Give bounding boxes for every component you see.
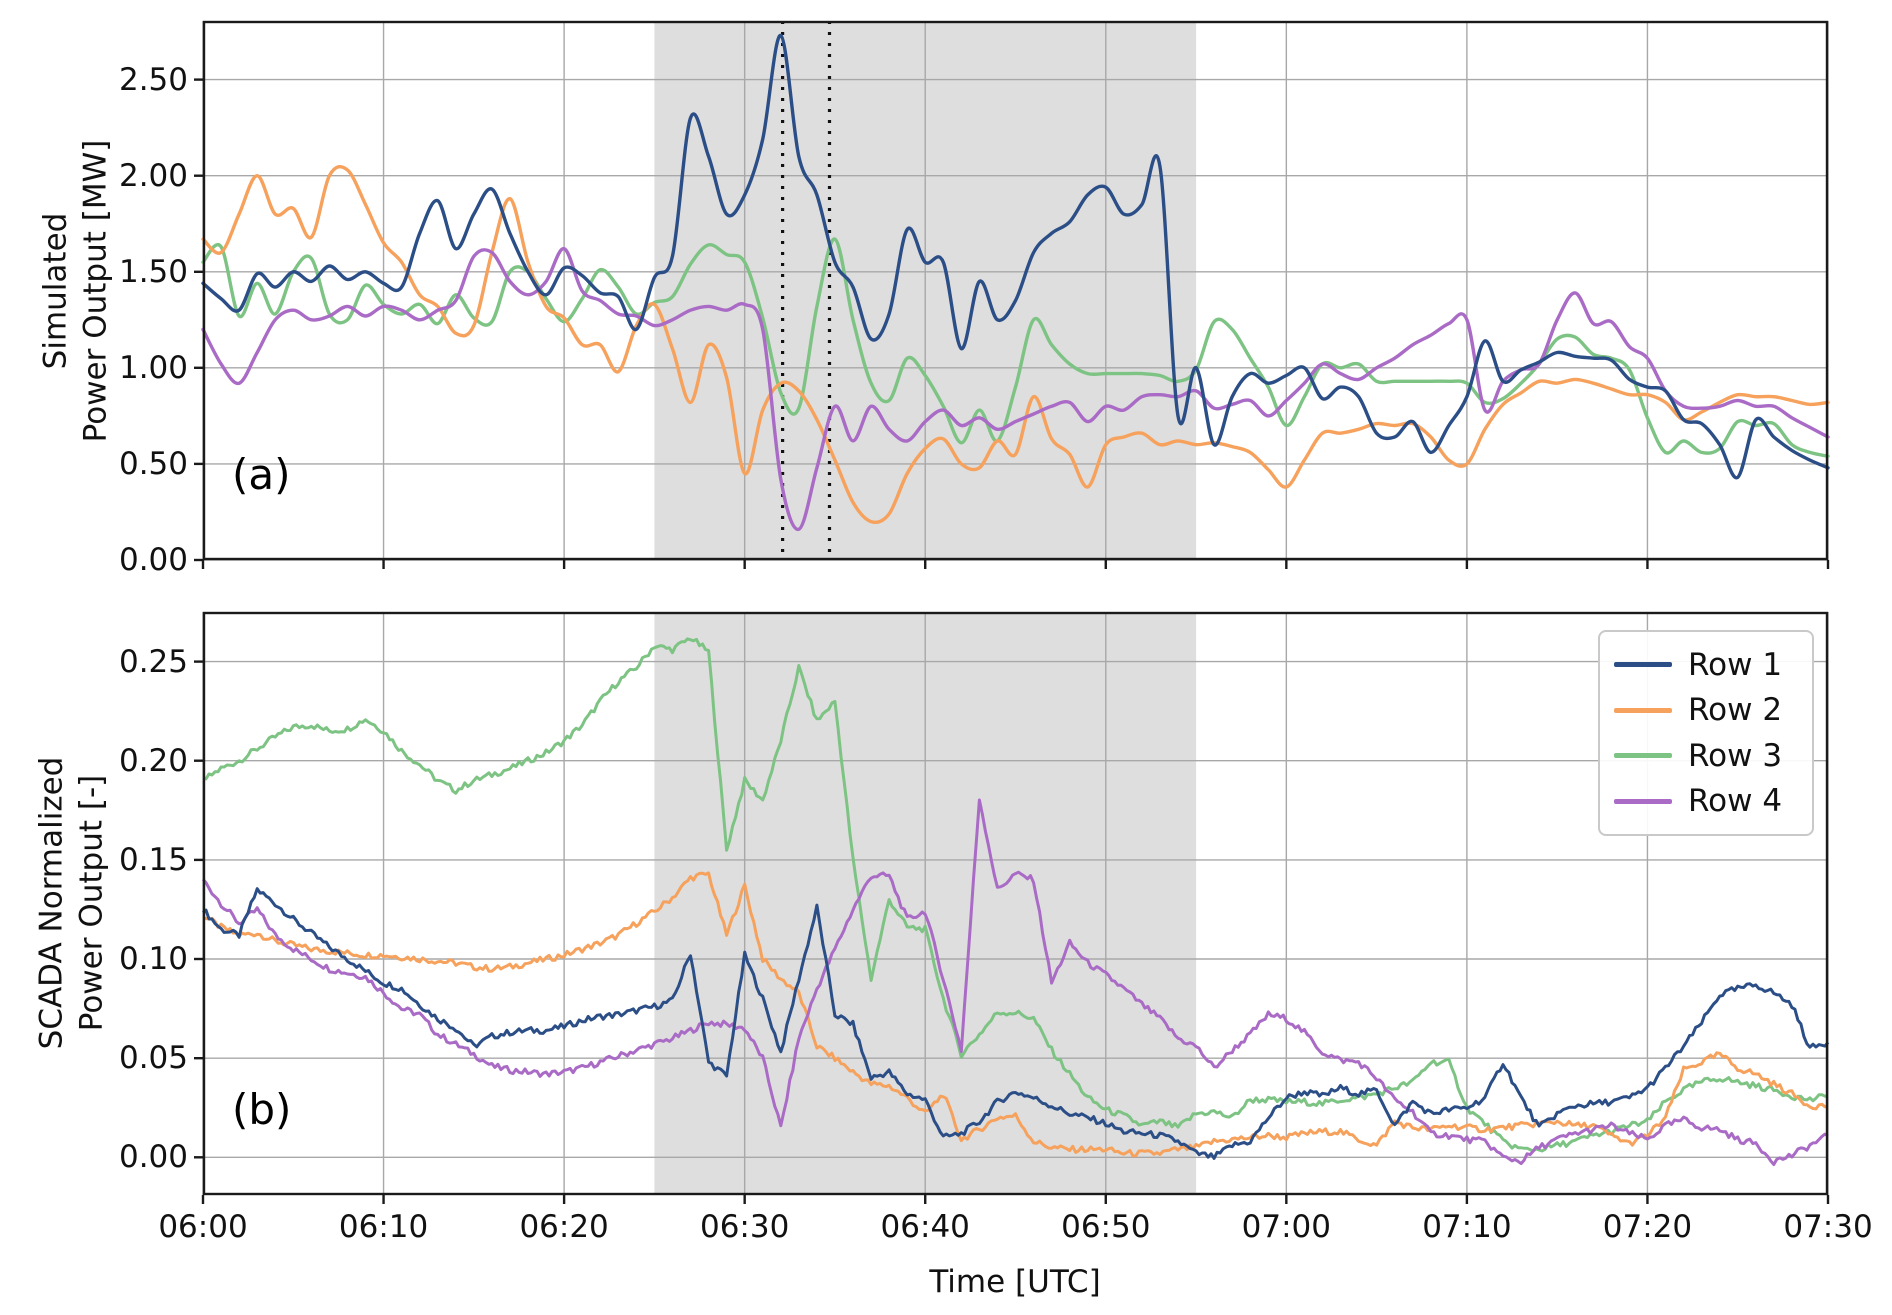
panel-a-letter: (a) xyxy=(232,450,291,499)
legend-swatch-row-1 xyxy=(1614,662,1672,668)
xtick-label-06:50: 06:50 xyxy=(1061,1209,1151,1245)
panel-a-ytick-label-1.00: 1.00 xyxy=(118,349,188,386)
xtick-label-06:00: 06:00 xyxy=(158,1209,248,1245)
panel-a-ylabel-line1: Simulated xyxy=(37,212,74,370)
legend-item-row-3: Row 3 xyxy=(1614,738,1798,774)
xtick-label-07:20: 07:20 xyxy=(1602,1209,1693,1245)
legend-item-row-4: Row 4 xyxy=(1614,783,1798,819)
x-axis-label: Time [UTC] xyxy=(929,1264,1101,1300)
panel-b-series-row-3 xyxy=(202,637,1829,1153)
panel-b-ytick-label-0.20: 0.20 xyxy=(118,742,188,779)
legend-label-row-3: Row 3 xyxy=(1688,737,1783,774)
legend-label-row-4: Row 4 xyxy=(1688,783,1783,820)
xtick-label-07:30: 07:30 xyxy=(1783,1209,1873,1245)
panel-b-plot xyxy=(194,611,1830,1204)
xtick-label-06:20: 06:20 xyxy=(519,1209,609,1245)
panel-b-series-row-1 xyxy=(202,887,1830,1160)
legend-swatch-row-2 xyxy=(1614,707,1672,713)
legend-label-row-1: Row 1 xyxy=(1688,646,1783,683)
xtick-label-06:30: 06:30 xyxy=(699,1209,790,1245)
panel-a-ytick-label-0.50: 0.50 xyxy=(118,445,188,482)
panel-a-ytick-label-0.00: 0.00 xyxy=(118,542,188,578)
legend-item-row-1: Row 1 xyxy=(1614,647,1798,683)
panel-a-series-row-3 xyxy=(201,237,1830,458)
legend-swatch-row-3 xyxy=(1614,753,1672,759)
legend-box: Row 1 Row 2 Row 3 Row 4 xyxy=(1598,630,1814,836)
panel-a-ytick-label-2.50: 2.50 xyxy=(118,61,188,98)
xtick-label-07:00: 07:00 xyxy=(1241,1209,1331,1245)
panel-b-series-row-4 xyxy=(201,798,1829,1166)
xtick-label-06:10: 06:10 xyxy=(338,1209,429,1245)
panel-b-ylabel-line2: Power Output [-] xyxy=(74,774,110,1032)
xtick-label-07:10: 07:10 xyxy=(1422,1209,1512,1245)
panel-a-plot xyxy=(194,20,1830,569)
panel-a-series-row-4 xyxy=(201,247,1830,531)
panel-a-ytick-label-1.50: 1.50 xyxy=(118,253,188,290)
panel-b-spines xyxy=(202,611,1829,1196)
panel-b-ytick-label-0.10: 0.10 xyxy=(118,941,188,978)
panel-a-spines xyxy=(202,20,1829,561)
panel-b-ytick-label-0.05: 0.05 xyxy=(118,1040,188,1077)
panel-b-y-axis-label: SCADA Normalized Power Output [-] xyxy=(32,757,113,1050)
panel-b-ylabel-line1: SCADA Normalized xyxy=(33,756,70,1050)
legend-item-row-2: Row 2 xyxy=(1614,692,1798,728)
xtick-label-06:40: 06:40 xyxy=(880,1209,970,1245)
panel-a-series-row-2 xyxy=(201,164,1830,525)
panel-b-letter: (b) xyxy=(232,1085,292,1134)
panel-a-series-row-1 xyxy=(201,33,1830,480)
panel-b-ytick-label-0.15: 0.15 xyxy=(118,841,188,878)
legend-swatch-row-4 xyxy=(1614,798,1672,804)
panel-b-ytick-label-0.00: 0.00 xyxy=(118,1139,188,1176)
panel-b-series-row-2 xyxy=(202,871,1829,1158)
legend-label-row-2: Row 2 xyxy=(1688,692,1783,729)
panel-a-ytick-label-2.00: 2.00 xyxy=(118,157,188,194)
panel-b-ytick-label-0.25: 0.25 xyxy=(118,643,188,680)
